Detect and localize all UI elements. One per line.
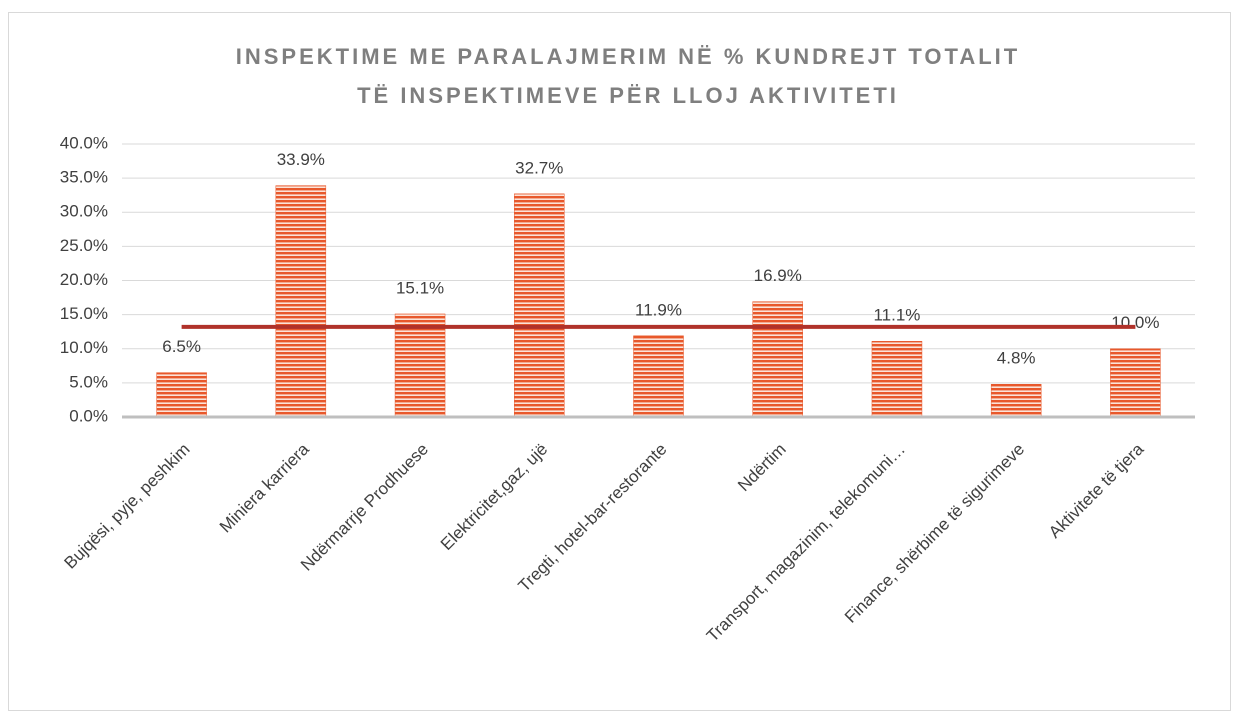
bar	[514, 193, 565, 418]
bar	[156, 372, 207, 418]
y-tick-label: 5.0%	[69, 372, 108, 391]
data-label: 32.7%	[515, 158, 563, 177]
y-tick-label: 40.0%	[60, 133, 108, 152]
bar	[990, 383, 1042, 418]
data-label: 10.0%	[1111, 313, 1159, 332]
data-label: 11.1%	[873, 306, 920, 325]
data-label: 11.9%	[635, 300, 682, 319]
y-tick-label: 20.0%	[60, 270, 108, 289]
bar	[752, 301, 803, 418]
y-tick-label: 30.0%	[60, 202, 108, 221]
y-tick-label: 15.0%	[60, 304, 108, 323]
data-label: 6.5%	[162, 337, 201, 356]
data-label: 16.9%	[754, 266, 802, 285]
bar	[394, 313, 446, 418]
chart-title: TË INSPEKTIMEVE PËR LLOJ AKTIVITETI	[357, 83, 899, 108]
y-tick-label: 10.0%	[60, 338, 108, 357]
bar	[871, 340, 923, 418]
bar	[1110, 348, 1161, 418]
bar	[275, 185, 327, 418]
data-label: 15.1%	[396, 278, 444, 297]
y-tick-label: 25.0%	[60, 236, 108, 255]
chart-title: INSPEKTIME ME PARALAJMERIM NË % KUNDREJT…	[236, 44, 1020, 69]
data-label: 4.8%	[997, 349, 1036, 368]
y-tick-label: 35.0%	[60, 168, 108, 187]
bar	[633, 335, 684, 418]
data-label: 33.9%	[277, 150, 325, 169]
y-tick-label: 0.0%	[69, 406, 108, 425]
chart-border	[8, 12, 1231, 711]
